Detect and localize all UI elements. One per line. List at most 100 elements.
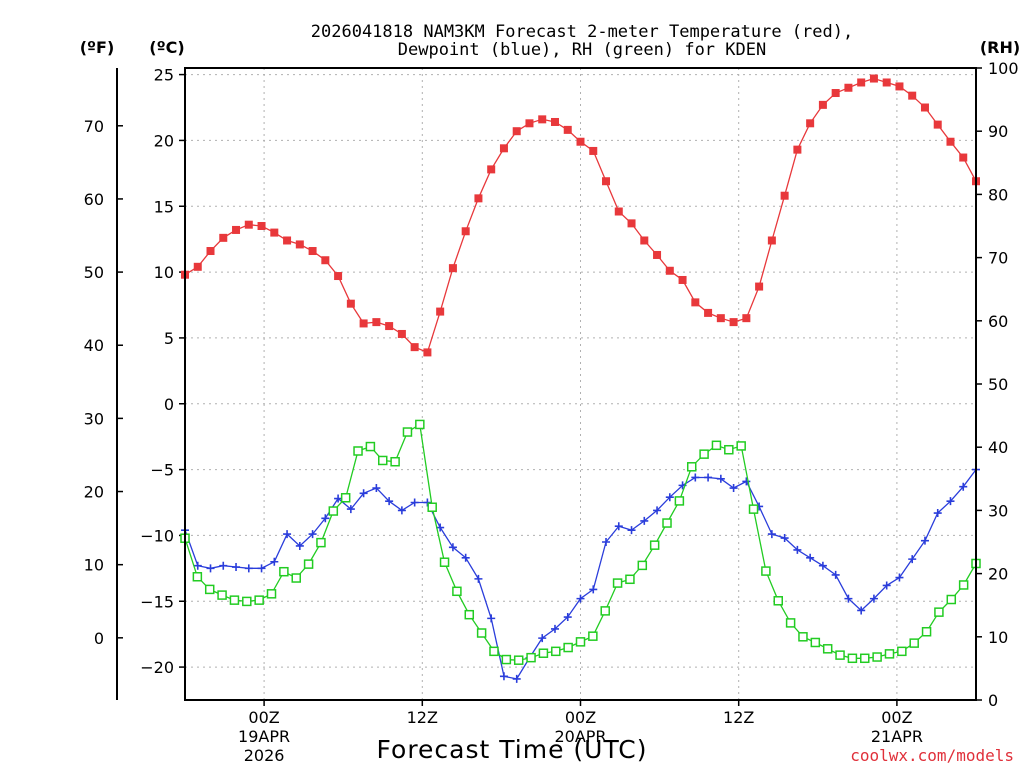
dewpoint-point — [193, 561, 202, 570]
rh-point — [365, 441, 376, 452]
rh-point — [353, 446, 363, 456]
dewpoint-point — [436, 523, 445, 532]
x-axis-title: Forecast Time (UTC) — [377, 735, 648, 764]
temperature-point — [793, 145, 802, 154]
dewpoint-point — [385, 497, 394, 506]
temperature-point — [831, 89, 840, 98]
rh-point — [538, 648, 549, 658]
temperature-point — [295, 240, 304, 249]
dewpoint-point — [550, 624, 559, 633]
dewpoint-point — [295, 541, 304, 550]
dewpoint-point — [895, 573, 904, 582]
rh-point — [699, 449, 709, 459]
rh-tick-label: 40 — [988, 438, 1008, 457]
chart-title-line1: 2026041818 NAM3KM Forecast 2-meter Tempe… — [311, 22, 853, 42]
dewpoint-point — [806, 553, 815, 562]
temperature-point — [818, 100, 827, 109]
temperature-point — [857, 78, 866, 87]
rh-point — [773, 596, 783, 606]
dewpoint-point — [831, 570, 840, 579]
rh-point — [242, 596, 252, 607]
rh-point — [254, 595, 264, 605]
rh-point — [946, 594, 957, 605]
rh-point — [501, 654, 512, 665]
dewpoint-point — [448, 543, 457, 552]
rh-point — [612, 578, 623, 588]
rh-tick-label: 80 — [988, 185, 1008, 204]
plot-frame — [184, 67, 977, 701]
temperature-point — [423, 348, 432, 357]
dewpoint-point — [614, 522, 623, 531]
fahrenheit-tick-label: 60 — [84, 190, 104, 209]
celsius-tick-label: 20 — [154, 131, 174, 150]
temperature-point — [946, 137, 955, 146]
dewpoint-point — [653, 506, 662, 515]
temperature-point — [193, 262, 202, 271]
temperature-point — [321, 256, 330, 265]
dewpoint-point — [691, 473, 700, 482]
dewpoint-point — [538, 634, 547, 643]
celsius-tick-label: 25 — [154, 66, 174, 85]
rh-point — [551, 646, 561, 657]
dewpoint-point — [512, 674, 521, 683]
dewpoint-point — [334, 494, 343, 503]
temperature-point — [499, 144, 508, 153]
fahrenheit-tick-label: 50 — [84, 263, 104, 282]
temperature-point — [346, 299, 355, 308]
temperature-point — [474, 194, 483, 203]
temperature-point — [244, 220, 253, 229]
fahrenheit-tick-label: 0 — [94, 629, 104, 648]
temperature-point — [270, 228, 279, 237]
time-year-label: 2026 — [244, 746, 285, 765]
2-meter-temperature-line — [184, 77, 977, 354]
temperature-point — [691, 298, 700, 307]
dewpoint-point — [206, 564, 215, 573]
fahrenheit-axis: 70 60 50 40 30 20 10 0 — [84, 68, 123, 700]
rh-tick-label: 70 — [988, 249, 1008, 268]
rh-point — [526, 652, 536, 663]
dewpoint-point — [640, 516, 649, 525]
rh-point — [662, 518, 672, 528]
dewpoint-point — [321, 514, 330, 523]
temperature-point — [653, 250, 662, 259]
temperature-point — [257, 222, 266, 230]
dewpoint-point — [474, 574, 483, 583]
dewpoint-point — [959, 482, 968, 491]
temperature-point — [550, 117, 559, 126]
dewpoint-point — [397, 506, 406, 515]
rh-point — [415, 419, 425, 430]
rh-point — [736, 441, 746, 451]
rh-point — [476, 628, 487, 638]
temperature-point — [410, 343, 419, 352]
rh-tick-label: 100 — [988, 59, 1019, 78]
rh-point — [724, 444, 734, 455]
temperature-point — [372, 318, 381, 327]
time-date-label: 19APR — [238, 727, 290, 746]
rh-point — [563, 642, 573, 653]
rh-point — [909, 638, 919, 648]
celsius-tick-label: −20 — [140, 658, 174, 677]
fahrenheit-tick-label: 30 — [84, 409, 104, 428]
dewpoint-point — [908, 555, 917, 564]
celsius-tick-label: 10 — [154, 263, 174, 282]
temperature-point — [219, 233, 228, 242]
rh-point — [785, 618, 796, 628]
celsius-tick-label: −10 — [140, 526, 174, 545]
rh-tick-label: 20 — [988, 565, 1008, 584]
temperature-point — [640, 236, 649, 245]
temperature-point — [959, 153, 968, 162]
temperature-point — [602, 177, 611, 186]
dewpoint-point — [563, 613, 572, 622]
fahrenheit-tick-label: 70 — [84, 117, 104, 136]
celsius-tick-label: 15 — [154, 197, 174, 216]
time-tick-label: 12Z — [407, 708, 438, 727]
rh-point — [192, 572, 203, 582]
fahrenheit-tick-label: 40 — [84, 336, 104, 355]
temperature-point — [665, 266, 674, 275]
rh-point — [921, 626, 932, 637]
dewpoint-point — [372, 484, 381, 493]
dewpoint-point — [946, 497, 955, 506]
dewpoint-point — [487, 614, 496, 623]
